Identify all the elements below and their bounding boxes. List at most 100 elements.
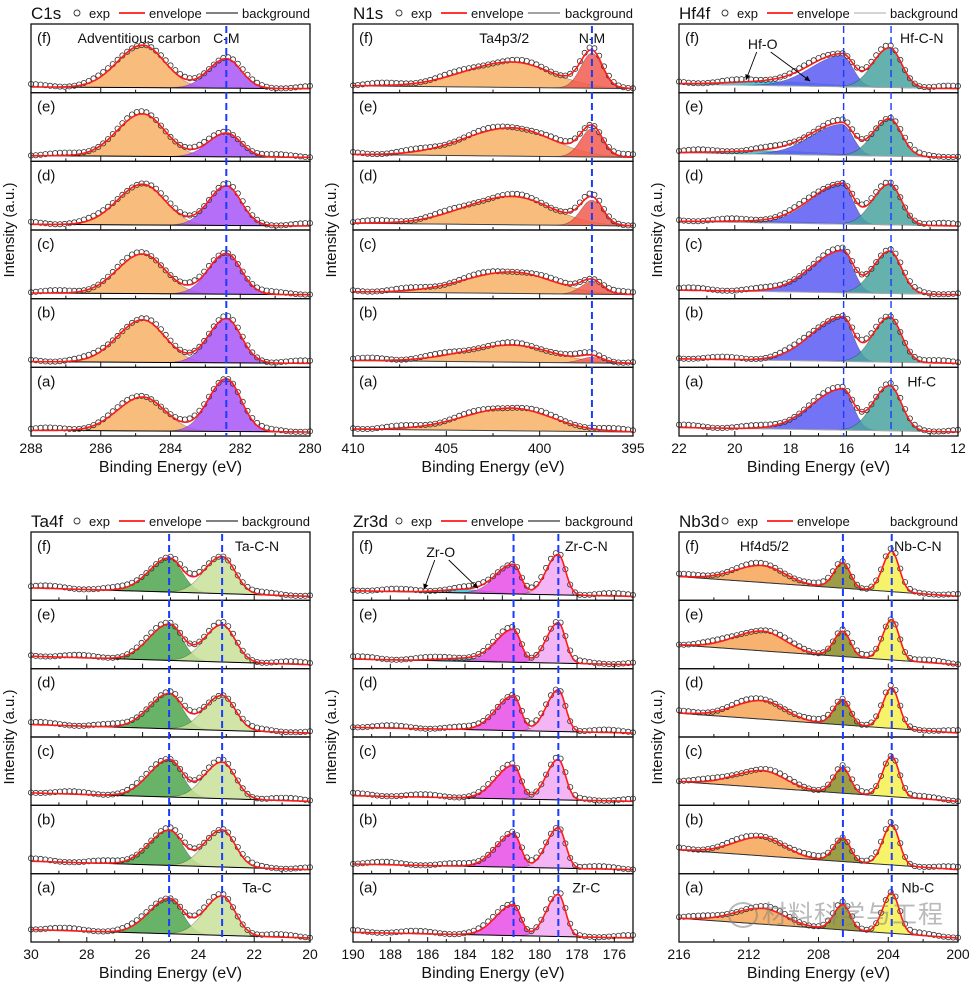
x-tick-label: 28 [79, 946, 95, 962]
legend-exp-marker [73, 9, 81, 17]
exp-point [128, 854, 135, 861]
envelope-line [353, 271, 634, 296]
x-tick-label: 20 [302, 946, 318, 962]
component-fill-hf4f5-2 [679, 184, 958, 227]
subpanel-label: (c) [359, 743, 377, 760]
exp-point [930, 152, 937, 159]
exp-point [138, 108, 145, 115]
wechat-icon [728, 902, 758, 928]
exp-point [407, 146, 414, 153]
component-fill-ta4f5-2 [31, 759, 310, 802]
exp-point [90, 146, 97, 153]
legend-exp-marker [395, 9, 403, 17]
subpanel-label: (d) [685, 675, 703, 692]
spectrum-f: (f)Ta4p3/2N-M [349, 23, 637, 94]
exp-point [138, 710, 145, 717]
x-tick-label: 410 [341, 440, 365, 456]
exp-point [172, 898, 179, 905]
exp-point [201, 633, 208, 640]
exp-point [748, 560, 755, 567]
legend-background-label: background [242, 6, 310, 21]
exp-point [796, 136, 803, 143]
x-tick-label: 184 [453, 946, 477, 962]
exp-point [805, 265, 812, 272]
envelope-line [678, 249, 959, 296]
exp-point [378, 655, 385, 662]
subpanel-label: (b) [37, 811, 55, 828]
exp-point [95, 143, 102, 150]
exp-point [167, 619, 174, 626]
exp-point [201, 70, 208, 77]
exp-point [844, 839, 851, 846]
envelope-line [679, 315, 958, 365]
exp-point [825, 645, 832, 652]
component-fill-adventitious-carbon [31, 44, 310, 89]
envelope-line [678, 892, 959, 939]
envelope-line [31, 377, 310, 433]
spectrum-f: (f) Hf-O Hf-C-N [676, 23, 962, 94]
exp-point [514, 904, 521, 911]
legend-exp-label: exp [411, 6, 432, 21]
x-tick-label: 30 [23, 946, 39, 962]
exp-point [90, 284, 97, 291]
exp-point [610, 218, 617, 225]
exp-point [786, 416, 793, 423]
exp-point [287, 794, 294, 801]
exp-point [533, 924, 540, 931]
exp-point [244, 145, 251, 152]
exp-point [37, 151, 44, 158]
exp-point [234, 136, 241, 143]
exp-point [234, 913, 241, 920]
envelope-line [352, 622, 634, 666]
exp-point [181, 772, 188, 779]
envelope-line [31, 555, 310, 598]
exp-point [801, 134, 808, 141]
envelope-line [678, 755, 959, 803]
exp-point [157, 557, 164, 564]
x-tick-label: 182 [491, 946, 515, 962]
x-tick-label: 395 [621, 440, 645, 456]
exp-point [225, 896, 232, 903]
exp-point [181, 636, 188, 643]
exp-point [172, 275, 179, 282]
exp-point [229, 131, 236, 138]
exp-point [258, 588, 265, 595]
exp-point [436, 930, 443, 937]
legend-exp-label: exp [737, 514, 758, 529]
background-line [678, 644, 959, 666]
exp-point [364, 928, 371, 935]
exp-point [205, 560, 212, 567]
exp-point [254, 354, 261, 361]
envelope-line [31, 252, 310, 296]
spectrum-b: (b) [349, 298, 637, 368]
x-tick-label: 204 [877, 946, 901, 962]
subpanel-label: (d) [37, 675, 55, 692]
exp-point [167, 272, 174, 279]
exp-point [906, 348, 913, 355]
exp-point [620, 660, 627, 667]
subpanel-label: (e) [37, 99, 55, 116]
spectrum-d: (d) [676, 668, 962, 738]
peak-annotation: Adventitious carbon [78, 30, 201, 46]
exp-point [825, 781, 832, 788]
spectrum-c: (c) [27, 736, 313, 806]
spectrum-e: (e) [676, 92, 962, 162]
subpanel-label: (d) [359, 675, 377, 692]
x-tick-label: 280 [298, 440, 322, 456]
exp-point [878, 119, 885, 126]
exp-point [863, 857, 870, 864]
exp-point [892, 318, 899, 325]
exp-point [143, 250, 150, 257]
subpanel-frame [352, 531, 634, 601]
exp-point [586, 796, 593, 803]
exp-point [234, 777, 241, 784]
exp-point [172, 759, 179, 766]
exp-point [863, 135, 870, 142]
exp-point [902, 649, 909, 656]
component-fill-hf4d5-2 [678, 700, 959, 734]
subpanel-label: (c) [685, 236, 703, 253]
exp-point [844, 700, 851, 707]
exp-point [229, 254, 236, 261]
exp-point [181, 909, 188, 916]
x-tick-label: 400 [528, 440, 552, 456]
